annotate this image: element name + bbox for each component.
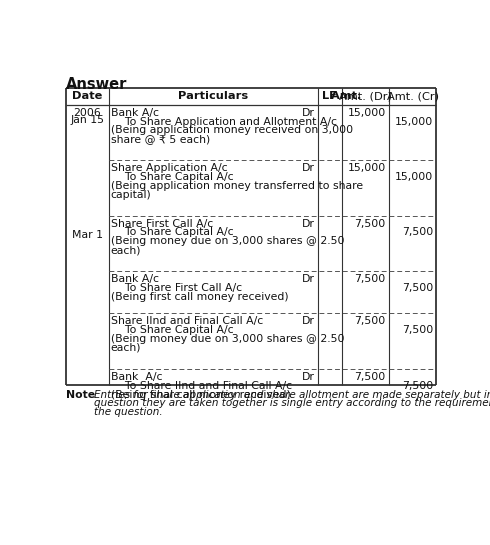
Text: Share Application A/c: Share Application A/c	[111, 163, 227, 173]
Text: To Share First Call A/c: To Share First Call A/c	[111, 283, 242, 293]
Text: each): each)	[111, 343, 141, 353]
Text: Bank A/c: Bank A/c	[111, 274, 159, 284]
Text: Amt. (Cr): Amt. (Cr)	[387, 91, 439, 101]
Text: Dr: Dr	[302, 108, 315, 118]
Text: 7,500: 7,500	[402, 325, 433, 335]
Text: Entries for share application and share allotment are made separately but in thi: Entries for share application and share …	[94, 390, 490, 399]
Text: To Share Capital A/c: To Share Capital A/c	[111, 227, 233, 238]
Text: 7,500: 7,500	[355, 372, 386, 382]
Text: Jan 15: Jan 15	[70, 116, 104, 125]
Text: 2006: 2006	[74, 108, 101, 118]
Text: (Being money due on 3,000 shares @ 2.50: (Being money due on 3,000 shares @ 2.50	[111, 334, 344, 344]
Text: Dr: Dr	[302, 219, 315, 229]
Text: capital): capital)	[111, 190, 151, 200]
Text: Bank A/c: Bank A/c	[111, 108, 159, 118]
Text: 7,500: 7,500	[402, 227, 433, 238]
Text: 7,500: 7,500	[355, 317, 386, 326]
Text: (Being application money received on 3,000: (Being application money received on 3,0…	[111, 125, 353, 136]
Text: To Share Application and Allotment A/c: To Share Application and Allotment A/c	[111, 117, 337, 126]
Text: 7,500: 7,500	[402, 283, 433, 293]
Text: To Share Capital A/c: To Share Capital A/c	[111, 325, 233, 335]
Text: 15,000: 15,000	[395, 117, 433, 126]
Text: Note: Note	[66, 390, 95, 399]
Text: Amt.: Amt.	[331, 91, 366, 101]
Text: Dr: Dr	[302, 163, 315, 173]
Text: question they are taken together is single entry according to the requirement of: question they are taken together is sing…	[94, 398, 490, 408]
Text: Bank  A/c: Bank A/c	[111, 372, 162, 382]
Text: each): each)	[111, 245, 141, 255]
Text: Share IInd and Final Call A/c: Share IInd and Final Call A/c	[111, 317, 263, 326]
Text: Dr: Dr	[302, 372, 315, 382]
Text: Answer: Answer	[66, 77, 127, 92]
Text: share @ ₹ 5 each): share @ ₹ 5 each)	[111, 134, 210, 144]
Text: To Share Capital A/c: To Share Capital A/c	[111, 172, 233, 182]
Text: Particulars: Particulars	[178, 91, 248, 101]
Text: 7,500: 7,500	[402, 381, 433, 391]
Text: (Being first call money received): (Being first call money received)	[111, 292, 289, 302]
Text: 7,500: 7,500	[355, 274, 386, 284]
Text: Amt. (Dr): Amt. (Dr)	[339, 91, 392, 101]
Text: Mar 1: Mar 1	[72, 230, 103, 240]
Text: 15,000: 15,000	[347, 163, 386, 173]
Text: the question.: the question.	[94, 407, 162, 417]
Text: Dr: Dr	[302, 274, 315, 284]
Text: (Being money due on 3,000 shares @ 2.50: (Being money due on 3,000 shares @ 2.50	[111, 237, 344, 246]
Text: 15,000: 15,000	[347, 108, 386, 118]
Text: 15,000: 15,000	[395, 172, 433, 182]
Text: 7,500: 7,500	[355, 219, 386, 229]
Text: Share First Call A/c: Share First Call A/c	[111, 219, 213, 229]
Text: (Being application money transferred to share: (Being application money transferred to …	[111, 181, 363, 191]
Text: Date: Date	[72, 91, 102, 101]
Text: Dr: Dr	[302, 317, 315, 326]
Text: (Being final call money received): (Being final call money received)	[111, 390, 291, 399]
Text: LF: LF	[322, 91, 337, 101]
Text: To Share IInd and Final Call A/c: To Share IInd and Final Call A/c	[111, 381, 292, 391]
